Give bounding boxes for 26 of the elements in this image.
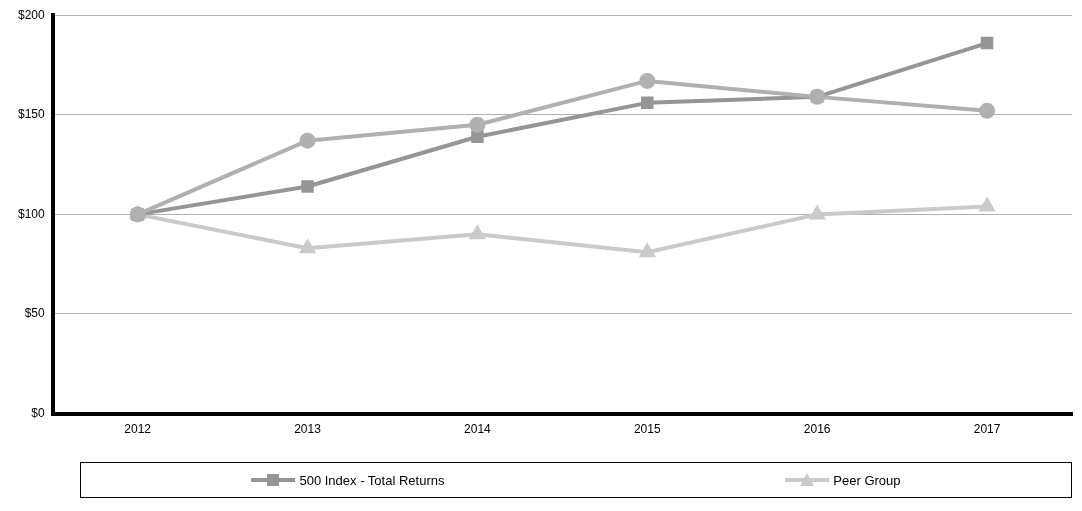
legend-label: Peer Group <box>833 472 901 488</box>
x-tick-label: 2017 <box>973 422 1001 437</box>
point <box>300 240 315 254</box>
point <box>640 244 655 258</box>
y-tick-label: $100 <box>17 206 46 221</box>
legend-label: 500 Index - Total Returns <box>299 472 445 488</box>
y-tick-label: $50 <box>24 306 46 321</box>
point <box>471 130 484 143</box>
point <box>979 102 996 119</box>
point <box>980 36 994 50</box>
x-tick-label: 2014 <box>464 422 492 437</box>
x-tick-label: 2016 <box>803 422 831 437</box>
x-tick-label: 2013 <box>294 422 322 437</box>
point <box>809 206 825 220</box>
y-tick-label: $200 <box>17 7 46 22</box>
y-tick-label: $0 <box>31 405 46 420</box>
y-tick-label: $150 <box>17 107 46 122</box>
point <box>641 96 654 110</box>
point <box>979 198 995 212</box>
point <box>469 116 486 133</box>
x-tick-label: 2012 <box>124 422 152 437</box>
point <box>470 226 485 240</box>
point <box>301 180 314 193</box>
point <box>299 132 316 149</box>
point <box>639 72 656 89</box>
x-tick-label: 2015 <box>633 422 661 437</box>
